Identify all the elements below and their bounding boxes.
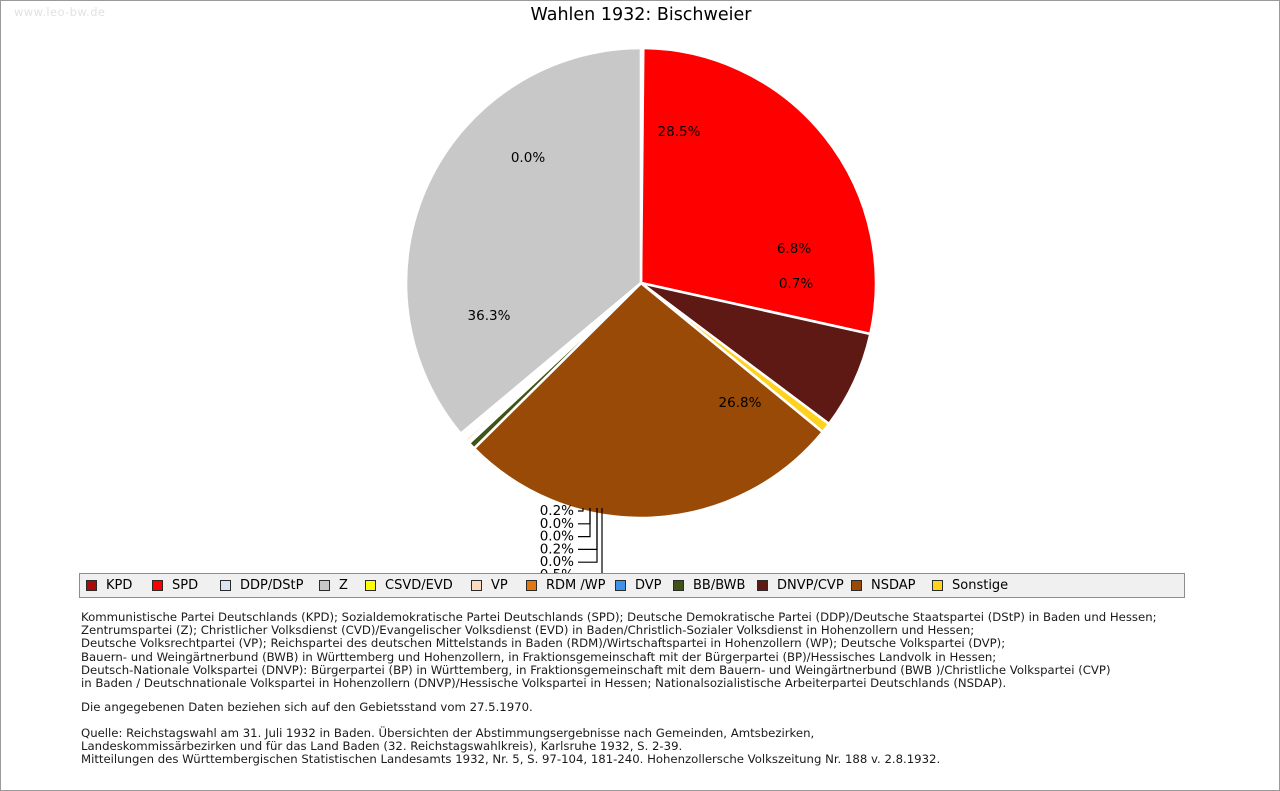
slice-value-spd: 28.5% bbox=[658, 124, 701, 140]
legend-swatch-icon bbox=[319, 580, 330, 591]
legend-item-kpd[interactable]: KPD bbox=[80, 574, 146, 597]
legend-item-ddp-dstp[interactable]: DDP/DStP bbox=[214, 574, 313, 597]
legend-swatch-icon bbox=[673, 580, 684, 591]
legend-item-dnvp-cvp[interactable]: DNVP/CVP bbox=[751, 574, 845, 597]
footnote-party-names: Kommunistische Partei Deutschlands (KPD)… bbox=[81, 610, 1157, 691]
callout-leader-3 bbox=[578, 508, 591, 538]
legend-swatch-icon bbox=[932, 580, 943, 591]
footnote-gebietsstand-line-1: Die angegebenen Daten beziehen sich auf … bbox=[81, 700, 533, 714]
legend-item-label: DNVP/CVP bbox=[777, 578, 844, 593]
pie-slice-labels: 28.5%0.0%6.8%0.7%26.8%36.3%0.2%0.0%0.0%0… bbox=[468, 124, 814, 573]
legend-item-label: CSVD/EVD bbox=[385, 578, 453, 593]
legend-swatch-icon bbox=[615, 580, 626, 591]
legend-item-rdm-wp[interactable]: RDM /WP bbox=[520, 574, 609, 597]
footnote-source: Quelle: Reichstagswahl am 31. Juli 1932 … bbox=[81, 726, 941, 767]
legend-swatch-icon bbox=[757, 580, 768, 591]
legend-item-label: BB/BWB bbox=[693, 578, 746, 593]
slice-value-sonstige: 0.7% bbox=[779, 276, 813, 292]
footnote-source-line-3: Mitteilungen des Württembergischen Stati… bbox=[81, 752, 941, 767]
legend-item-dvp[interactable]: DVP bbox=[609, 574, 667, 597]
slice-callout-value-2: 0.0% bbox=[540, 516, 574, 532]
legend-swatch-icon bbox=[365, 580, 376, 591]
footnote-source-line-1: Quelle: Reichstagswahl am 31. Juli 1932 … bbox=[81, 726, 815, 740]
callout-leader-6 bbox=[601, 508, 603, 573]
legend-item-csvd-evd[interactable]: CSVD/EVD bbox=[359, 574, 465, 597]
legend-item-bb-bwb[interactable]: BB/BWB bbox=[667, 574, 751, 597]
legend-item-vp[interactable]: VP bbox=[465, 574, 520, 597]
footnote-parties-line-5: Deutsch-Nationale Volkspartei (DNVP): Bü… bbox=[81, 662, 1111, 677]
legend-item-nsdap[interactable]: NSDAP bbox=[845, 574, 926, 597]
pie-chart: 28.5% 0.0% 6.8% 0.7% 26.8% 36.3% 0.2% 0.0% 0.0% 0… bbox=[1, 27, 1279, 573]
watermark-leo-bw: www.leo-bw.de bbox=[14, 5, 106, 19]
legend-swatch-icon bbox=[851, 580, 862, 591]
legend-item-label: RDM /WP bbox=[546, 578, 606, 593]
legend-item-sonstige[interactable]: Sonstige bbox=[926, 574, 1010, 597]
legend-swatch-icon bbox=[526, 580, 537, 591]
pie-slices bbox=[404, 46, 878, 520]
slice-value-kpd: 0.0% bbox=[511, 150, 545, 166]
footnote-parties-line-3: Deutsche Volksrechtpartei (VP); Reichspa… bbox=[81, 636, 1006, 651]
slice-value-dnvp-cvp: 6.8% bbox=[777, 241, 811, 257]
page-title: Wahlen 1932: Bischweier bbox=[530, 5, 752, 25]
footnote-parties-line-2: Zentrumspartei (Z); Christlicher Volksdi… bbox=[81, 623, 975, 638]
pie-callout-leader-lines bbox=[578, 508, 603, 573]
footnote-parties-line-1: Kommunistische Partei Deutschlands (KPD)… bbox=[81, 610, 1157, 624]
slice-value-nsdap: 26.8% bbox=[719, 395, 762, 411]
legend-swatch-icon bbox=[152, 580, 163, 591]
legend-item-label: VP bbox=[491, 578, 508, 593]
legend-item-label: KPD bbox=[106, 578, 133, 593]
legend-item-spd[interactable]: SPD bbox=[146, 574, 214, 597]
slice-value-z: 36.3% bbox=[468, 308, 511, 324]
footnote-source-line-2: Landeskommissärbezirken und für das Land… bbox=[81, 739, 683, 754]
slice-callout-value-4: 0.2% bbox=[540, 541, 574, 557]
legend-item-z[interactable]: Z bbox=[313, 574, 359, 597]
legend-swatch-icon bbox=[471, 580, 482, 591]
legend-item-label: SPD bbox=[172, 578, 199, 593]
pie-slice-spd bbox=[639, 46, 878, 336]
legend-item-label: Sonstige bbox=[952, 578, 1009, 593]
footnote-gebietsstand: Die angegebenen Daten beziehen sich auf … bbox=[81, 700, 533, 714]
slice-callout-value-1: 0.2% bbox=[540, 503, 574, 519]
footnote-parties-line-4: Bauern- und Weingärtnerbund (BWB) in Wür… bbox=[81, 649, 997, 664]
slice-callout-value-5: 0.0% bbox=[540, 554, 574, 570]
legend: KPD SPD DDP/DStP Z CSVD/EVD VP RDM /WP DVP BB/BW… bbox=[79, 573, 1185, 598]
legend-item-label: DVP bbox=[635, 578, 662, 593]
footnote-parties-line-6: in Baden / Deutschnationale Volkspartei … bbox=[81, 676, 1007, 691]
legend-item-label: Z bbox=[339, 578, 348, 593]
pie-slice-nsdap bbox=[472, 281, 825, 520]
pie-slice-z bbox=[404, 46, 643, 436]
slice-callout-value-6: 0.5% bbox=[540, 567, 574, 573]
legend-swatch-icon bbox=[220, 580, 231, 591]
legend-item-label: DDP/DStP bbox=[240, 578, 304, 593]
callout-leader-1 bbox=[578, 508, 584, 512]
callout-leader-5 bbox=[578, 508, 598, 563]
legend-swatch-icon bbox=[86, 580, 97, 591]
legend-item-label: NSDAP bbox=[871, 578, 916, 593]
slice-callout-value-3: 0.0% bbox=[540, 529, 574, 545]
pie-chart-svg: 28.5%0.0%6.8%0.7%26.8%36.3%0.2%0.0%0.0%0… bbox=[404, 46, 878, 573]
